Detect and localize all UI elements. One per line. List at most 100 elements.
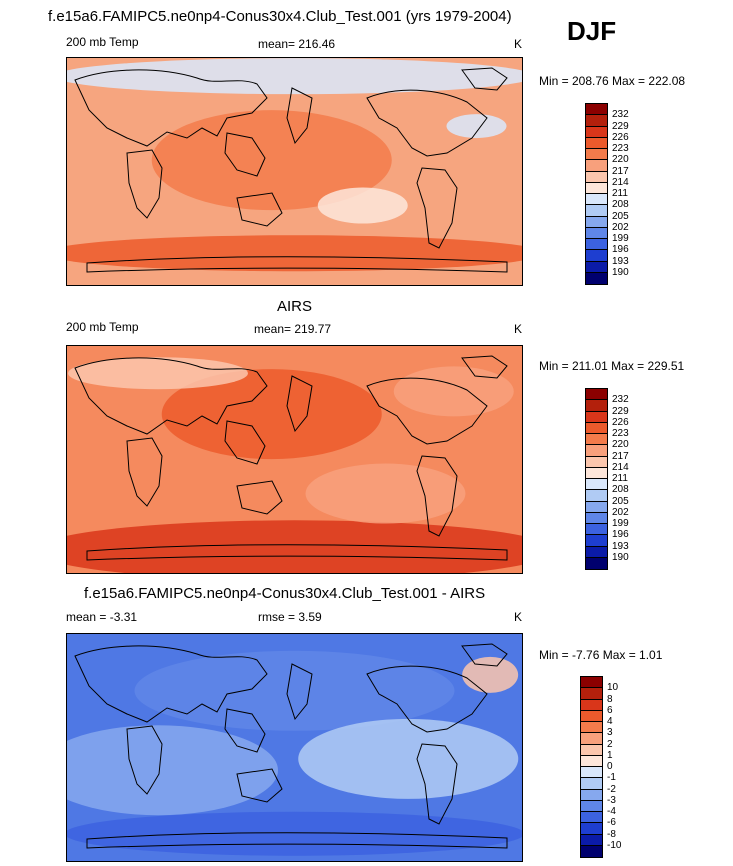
coastline — [126, 149, 163, 219]
colorbar-cell — [581, 823, 602, 835]
panel3-minmax: Min = -7.76 Max = 1.01 — [539, 648, 663, 662]
colorbar-tick-label: 214 — [612, 461, 629, 473]
panel1-units: K — [514, 37, 523, 51]
colorbar-cell — [586, 104, 607, 116]
contour-region — [67, 520, 522, 573]
coastline — [461, 67, 508, 91]
colorbar-tick-label: 10 — [607, 682, 619, 694]
coastline — [224, 132, 266, 177]
colorbar-tick-label: 0 — [607, 761, 613, 772]
contour-region — [67, 725, 278, 816]
colorbar-cell — [581, 688, 602, 700]
colorbar-tick-label: 3 — [607, 727, 613, 739]
colorbar-cell — [586, 557, 607, 569]
panel3-colorbar — [580, 676, 603, 858]
panel1-minmax: Min = 208.76 Max = 222.08 — [539, 74, 686, 88]
coastline — [236, 192, 283, 227]
contour-region — [446, 114, 507, 139]
panel3-mean-label: mean = -3.31 — [66, 610, 138, 624]
colorbar-cell — [586, 400, 607, 412]
colorbar-cell — [586, 445, 607, 457]
coastline — [126, 725, 163, 795]
coastline — [86, 832, 508, 849]
colorbar-cell — [586, 456, 607, 468]
coastline — [416, 167, 458, 249]
colorbar-tick-label: 214 — [612, 176, 629, 188]
colorbar-tick-label: 205 — [612, 495, 629, 507]
colorbar-tick-label: -3 — [607, 794, 616, 806]
colorbar-tick-label: 190 — [612, 551, 629, 563]
colorbar-cell — [586, 389, 607, 401]
figure-title: f.e15a6.FAMIPC5.ne0np4-Conus30x4.Club_Te… — [48, 8, 512, 25]
colorbar-cell — [581, 744, 602, 756]
colorbar-cell — [586, 171, 607, 183]
colorbar-tick-label: 223 — [612, 143, 629, 154]
contour-field — [67, 634, 522, 861]
colorbar-tick-label: 211 — [612, 188, 628, 199]
colorbar-cell — [586, 512, 607, 524]
colorbar-cell — [586, 160, 607, 172]
coastline — [74, 357, 268, 435]
colorbar-cell — [586, 411, 607, 423]
colorbar-cell — [581, 800, 602, 812]
colorbar-cell — [586, 126, 607, 138]
colorbar-tick-label: 205 — [612, 210, 629, 222]
contour-region — [393, 366, 514, 417]
contour-region — [151, 110, 392, 211]
coastline — [286, 87, 313, 145]
colorbar-cell — [586, 467, 607, 479]
colorbar-cell — [586, 535, 607, 547]
contour-region — [298, 718, 519, 799]
colorbar-tick-label: 2 — [607, 738, 613, 750]
coastline — [461, 355, 508, 379]
colorbar-cell — [581, 733, 602, 745]
coastline — [366, 89, 488, 157]
coastline — [86, 256, 508, 273]
colorbar-tick-label: 226 — [612, 131, 629, 143]
coastline — [416, 455, 458, 537]
colorbar-tick-label: 232 — [612, 394, 629, 406]
panel2-left-label: 200 mb Temp — [66, 320, 139, 334]
panel2-colorbar — [585, 388, 608, 570]
colorbar-cell — [581, 812, 602, 824]
coastline — [461, 643, 508, 667]
colorbar-tick-label: 217 — [612, 450, 629, 462]
panel1-mean-label: mean= 216.46 — [258, 37, 336, 51]
panel2-minmax: Min = 211.01 Max = 229.51 — [539, 359, 685, 373]
colorbar-tick-label: 1 — [607, 749, 613, 761]
panel3-rmse-label: rmse = 3.59 — [258, 610, 322, 624]
colorbar-cell — [586, 182, 607, 194]
colorbar-tick-label: 196 — [612, 529, 629, 541]
coastline — [236, 768, 283, 803]
colorbar-cell — [586, 227, 607, 239]
colorbar-cell — [586, 501, 607, 513]
contour-region — [67, 235, 522, 272]
coastline — [224, 708, 266, 753]
panel2-units: K — [514, 322, 523, 336]
colorbar-cell — [586, 524, 607, 536]
contour-region — [305, 463, 466, 524]
colorbar-tick-label: 8 — [607, 693, 613, 705]
colorbar-cell — [586, 422, 607, 434]
coastline — [366, 377, 488, 445]
colorbar-tick-label: 208 — [612, 199, 629, 211]
season-label: DJF — [567, 16, 617, 46]
coastline — [236, 480, 283, 515]
panel1-left-label: 200 mb Temp — [66, 35, 139, 49]
panel3-heading: f.e15a6.FAMIPC5.ne0np4-Conus30x4.Club_Te… — [84, 585, 486, 602]
contour-region — [67, 811, 522, 856]
colorbar-tick-label: 232 — [612, 109, 629, 121]
panel2-heading: AIRS — [277, 298, 313, 315]
contour-region — [462, 656, 519, 693]
panel2-mean-label: mean= 219.77 — [254, 322, 332, 336]
colorbar-tick-label: 202 — [612, 506, 629, 518]
colorbar-cell — [581, 845, 602, 857]
coastline — [74, 645, 268, 723]
colorbar-cell — [581, 699, 602, 711]
colorbar-tick-label: -4 — [607, 806, 616, 817]
coastline — [286, 663, 313, 721]
colorbar-cell — [581, 677, 602, 689]
contour-region — [317, 187, 408, 224]
colorbar-cell — [586, 546, 607, 558]
colorbar-tick-label: 220 — [612, 439, 629, 451]
